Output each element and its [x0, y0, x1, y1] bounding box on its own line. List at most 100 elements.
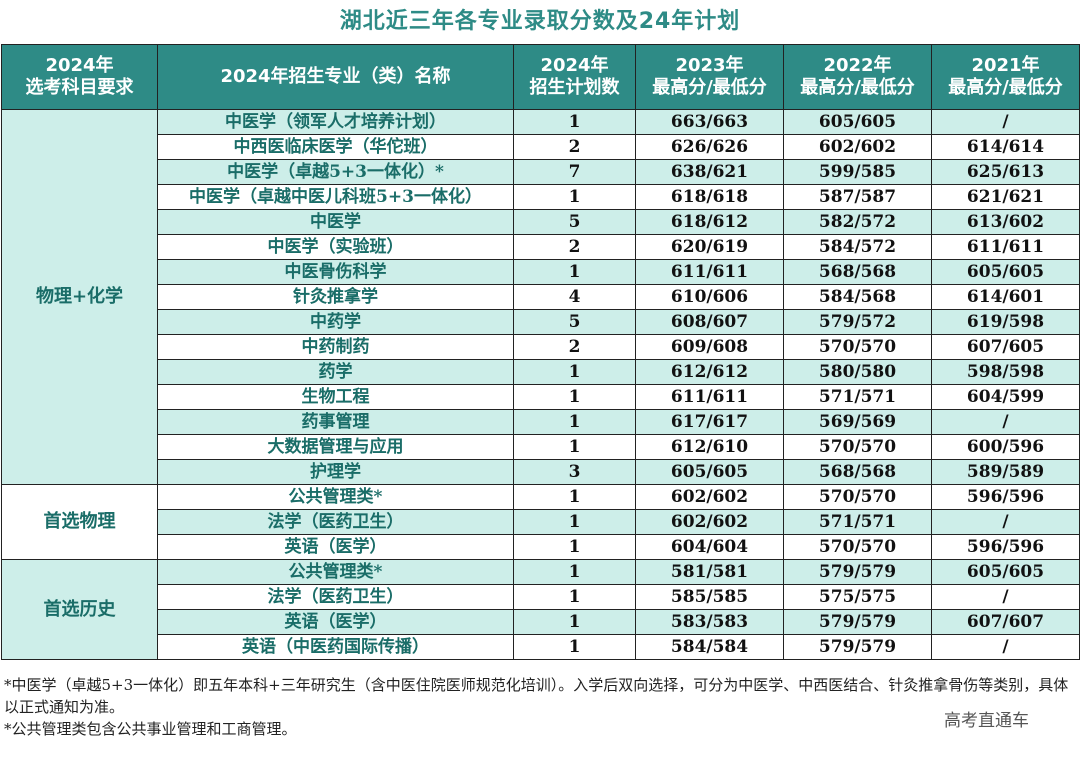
- major-cell: 药事管理: [157, 409, 514, 435]
- major-cell: 法学（医药卫生）: [157, 584, 514, 610]
- header-line: 2022年: [823, 55, 892, 76]
- major-cell: 中西医临床医学（华佗班）: [157, 134, 514, 160]
- table-row: 护理学 3 605/605 568/568 589/589: [2, 459, 1080, 485]
- table-row: 首选物理 公共管理类* 1 602/602 570/570 596/596: [1, 484, 1080, 560]
- score-2023-cell: 609/608: [635, 334, 784, 360]
- score-2023-cell: 583/583: [635, 609, 784, 635]
- major-cell: 生物工程: [157, 384, 514, 410]
- header-plan-count: 2024年 招生计划数: [513, 44, 636, 110]
- score-2022-cell: 584/572: [783, 234, 932, 260]
- table-row: 中药学 5 608/607 579/572 619/598: [2, 309, 1080, 335]
- score-2023-cell: 638/621: [635, 159, 784, 185]
- score-2022-cell: 579/572: [783, 309, 932, 335]
- subject-requirement-cell: 首选物理: [1, 484, 158, 560]
- plan-count-cell: 1: [513, 384, 636, 410]
- table-row: 中医学（卓越5+3一体化）* 7 638/621 599/585 625/613: [2, 159, 1080, 185]
- score-2022-cell: 584/568: [783, 284, 932, 310]
- score-2023-cell: 612/612: [635, 359, 784, 385]
- table-row: 大数据管理与应用 1 612/610 570/570 600/596: [2, 434, 1080, 460]
- score-2023-cell: 612/610: [635, 434, 784, 460]
- score-2022-cell: 605/605: [783, 109, 932, 135]
- header-line: 2024年: [540, 55, 609, 76]
- table-row: 物理+化学 中医学（领军人才培养计划） 1 663/663 605/605/: [1, 109, 1080, 485]
- plan-count-cell: 1: [513, 259, 636, 285]
- score-2023-cell: 584/584: [635, 634, 784, 660]
- plan-count-cell: 5: [513, 209, 636, 235]
- score-2021-cell: 598/598: [931, 359, 1080, 385]
- major-cell: 公共管理类*: [157, 484, 514, 510]
- score-2023-cell: 604/604: [635, 534, 784, 560]
- plan-count-cell: 3: [513, 459, 636, 485]
- plan-count-cell: 1: [513, 409, 636, 435]
- score-2022-cell: 579/579: [783, 609, 932, 635]
- subject-requirement-cell: 物理+化学: [1, 109, 158, 485]
- score-2022-cell: 582/572: [783, 209, 932, 235]
- score-2022-cell: 568/568: [783, 459, 932, 485]
- major-cell: 中医学（实验班）: [157, 234, 514, 260]
- table-row: 法学（医药卫生） 1 585/585 575/575/: [2, 584, 1080, 610]
- score-2023-cell: 585/585: [635, 584, 784, 610]
- score-2021-cell: 596/596: [931, 484, 1080, 510]
- footnotes: *中医学（卓越5+3一体化）即五年本科+三年研究生（含中医住院医师规范化培训）。…: [4, 674, 1078, 740]
- major-cell: 中医学: [157, 209, 514, 235]
- score-2023-cell: 602/602: [635, 484, 784, 510]
- header-line: 选考科目要求: [25, 77, 134, 98]
- score-2021-cell: 607/607: [931, 609, 1080, 635]
- header-2023: 2023年 最高分/最低分: [635, 44, 784, 110]
- score-2021-cell: 589/589: [931, 459, 1080, 485]
- table-row: 英语（医学） 1 604/604 570/570 596/596: [2, 534, 1080, 560]
- score-2023-cell: 617/617: [635, 409, 784, 435]
- header-line: 2024年招生专业（类）名称: [220, 66, 451, 87]
- table-row: 中西医临床医学（华佗班） 2 626/626 602/602 614/614: [2, 134, 1080, 160]
- score-2022-cell: 571/571: [783, 509, 932, 535]
- score-2021-cell: 619/598: [931, 309, 1080, 335]
- score-2023-cell: 611/611: [635, 384, 784, 410]
- table-row: 法学（医药卫生） 1 602/602 571/571/: [2, 509, 1080, 535]
- header-major-name: 2024年招生专业（类）名称: [157, 44, 514, 110]
- plan-count-cell: 2: [513, 334, 636, 360]
- plan-count-cell: 7: [513, 159, 636, 185]
- plan-count-cell: 1: [513, 609, 636, 635]
- major-cell: 公共管理类*: [157, 559, 514, 585]
- score-2021-cell: 605/605: [931, 259, 1080, 285]
- score-2021-cell: /: [931, 109, 1080, 135]
- table-row: 针灸推拿学 4 610/606 584/568 614/601: [2, 284, 1080, 310]
- score-2023-cell: 605/605: [635, 459, 784, 485]
- plan-count-cell: 1: [513, 484, 636, 510]
- score-2023-cell: 611/611: [635, 259, 784, 285]
- score-2021-cell: 604/599: [931, 384, 1080, 410]
- score-2021-cell: 625/613: [931, 159, 1080, 185]
- major-cell: 中医学（领军人才培养计划）: [157, 109, 514, 135]
- score-2021-cell: 611/611: [931, 234, 1080, 260]
- header-line: 最高分/最低分: [800, 77, 915, 98]
- major-cell: 英语（医学）: [157, 609, 514, 635]
- table-row: 中药制药 2 609/608 570/570 607/605: [2, 334, 1080, 360]
- score-2022-cell: 569/569: [783, 409, 932, 435]
- major-cell: 针灸推拿学: [157, 284, 514, 310]
- footnote-2: *公共管理类包含公共事业管理和工商管理。: [4, 720, 297, 738]
- table-row: 生物工程 1 611/611 571/571 604/599: [2, 384, 1080, 410]
- score-2022-cell: 570/570: [783, 334, 932, 360]
- header-subject-requirement: 2024年 选考科目要求: [1, 44, 158, 110]
- score-2022-cell: 580/580: [783, 359, 932, 385]
- watermark: 高考直通车: [944, 711, 1029, 731]
- table-header: 2024年 选考科目要求 2024年招生专业（类）名称 2024年 招生计划数 2023年…: [1, 44, 1080, 110]
- score-2021-cell: 621/621: [931, 184, 1080, 210]
- table-row: 中医学 5 618/612 582/572 613/602: [2, 209, 1080, 235]
- score-2022-cell: 587/587: [783, 184, 932, 210]
- score-2023-cell: 610/606: [635, 284, 784, 310]
- score-2021-cell: 607/605: [931, 334, 1080, 360]
- score-2021-cell: /: [931, 584, 1080, 610]
- score-2021-cell: 614/601: [931, 284, 1080, 310]
- major-cell: 中医骨伤科学: [157, 259, 514, 285]
- score-2021-cell: 600/596: [931, 434, 1080, 460]
- header-line: 最高分/最低分: [948, 77, 1063, 98]
- score-2021-cell: 614/614: [931, 134, 1080, 160]
- table-row: 首选历史 公共管理类* 1 581/581 579/579 605/605: [1, 559, 1080, 660]
- major-cell: 中医学（卓越5+3一体化）*: [157, 159, 514, 185]
- score-2021-cell: /: [931, 509, 1080, 535]
- admission-table: 2024年 选考科目要求 2024年招生专业（类）名称 2024年 招生计划数 2023年…: [1, 44, 1080, 660]
- major-cell: 英语（中医药国际传播）: [157, 634, 514, 660]
- major-cell: 大数据管理与应用: [157, 434, 514, 460]
- plan-count-cell: 1: [513, 559, 636, 585]
